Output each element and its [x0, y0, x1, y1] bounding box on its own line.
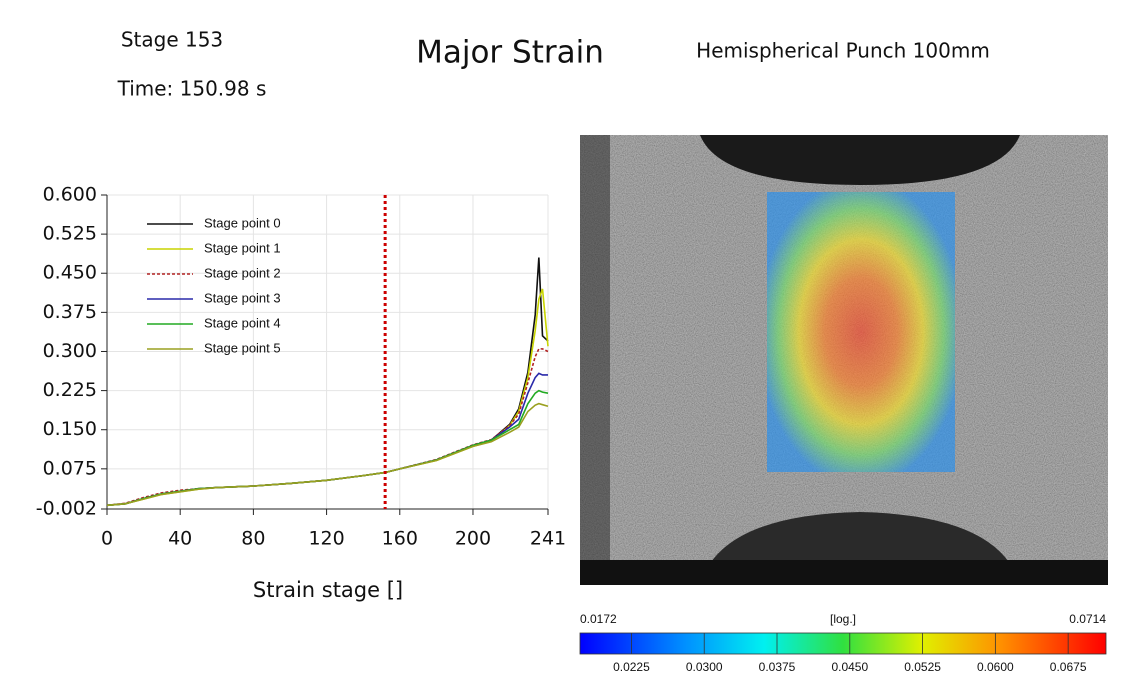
- colorbar-tick-label: 0.0375: [759, 660, 796, 674]
- series-line: [106, 402, 549, 507]
- y-tick-label: 0.300: [43, 340, 97, 362]
- colorbar-tick-label: 0.0225: [613, 660, 650, 674]
- colorbar: [579, 632, 1107, 655]
- y-tick-label: 0.525: [43, 223, 97, 245]
- y-tick-label: 0.375: [43, 301, 97, 323]
- y-tick-label: 0.225: [43, 379, 97, 401]
- legend-label: Stage point 0: [204, 215, 281, 230]
- chart-title: Major Strain: [416, 35, 604, 71]
- y-tick-label: 0.150: [43, 418, 97, 440]
- series-line: [106, 372, 548, 507]
- y-tick-label: 0.075: [43, 457, 97, 479]
- y-tick-label: -0.002: [36, 498, 97, 520]
- colorbar-min: 0.0172: [580, 612, 617, 626]
- legend-label: Stage point 2: [204, 265, 281, 280]
- y-tick-label: 0.450: [43, 262, 97, 284]
- colorbar-scale: [log.]: [830, 612, 856, 626]
- x-tick-label: 40: [168, 528, 192, 550]
- legend-label: Stage point 5: [204, 340, 281, 355]
- series-line: [106, 389, 549, 507]
- stage-label: Stage 153: [121, 28, 223, 52]
- colorbar-tick-label: 0.0300: [686, 660, 723, 674]
- specimen-image: [580, 135, 1108, 585]
- chart-subtitle: Hemispherical Punch 100mm: [696, 39, 990, 63]
- x-tick-label: 0: [101, 528, 113, 550]
- x-axis-label: Strain stage []: [253, 578, 403, 602]
- colorbar-tick-label: 0.0675: [1050, 660, 1087, 674]
- y-tick-label: 0.600: [43, 184, 97, 206]
- series-line: [106, 257, 549, 507]
- legend-label: Stage point 1: [204, 240, 281, 255]
- x-tick-label: 241: [530, 528, 566, 550]
- series-line: [106, 348, 549, 507]
- x-tick-label: 200: [455, 528, 491, 550]
- x-tick-label: 120: [308, 528, 344, 550]
- colorbar-tick-label: 0.0450: [831, 660, 868, 674]
- series-line: [106, 288, 549, 507]
- x-tick-label: 80: [241, 528, 265, 550]
- legend-label: Stage point 4: [204, 315, 281, 330]
- x-tick-label: 160: [382, 528, 418, 550]
- colorbar-max: 0.0714: [1069, 612, 1106, 626]
- legend-label: Stage point 3: [204, 290, 281, 305]
- time-label: Time: 150.98 s: [117, 77, 267, 101]
- colorbar-tick-label: 0.0525: [904, 660, 941, 674]
- colorbar-tick-label: 0.0600: [977, 660, 1014, 674]
